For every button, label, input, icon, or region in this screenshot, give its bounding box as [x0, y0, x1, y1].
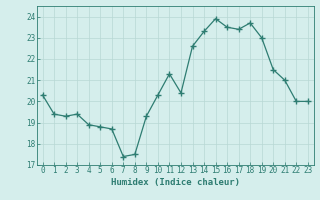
X-axis label: Humidex (Indice chaleur): Humidex (Indice chaleur): [111, 178, 240, 187]
